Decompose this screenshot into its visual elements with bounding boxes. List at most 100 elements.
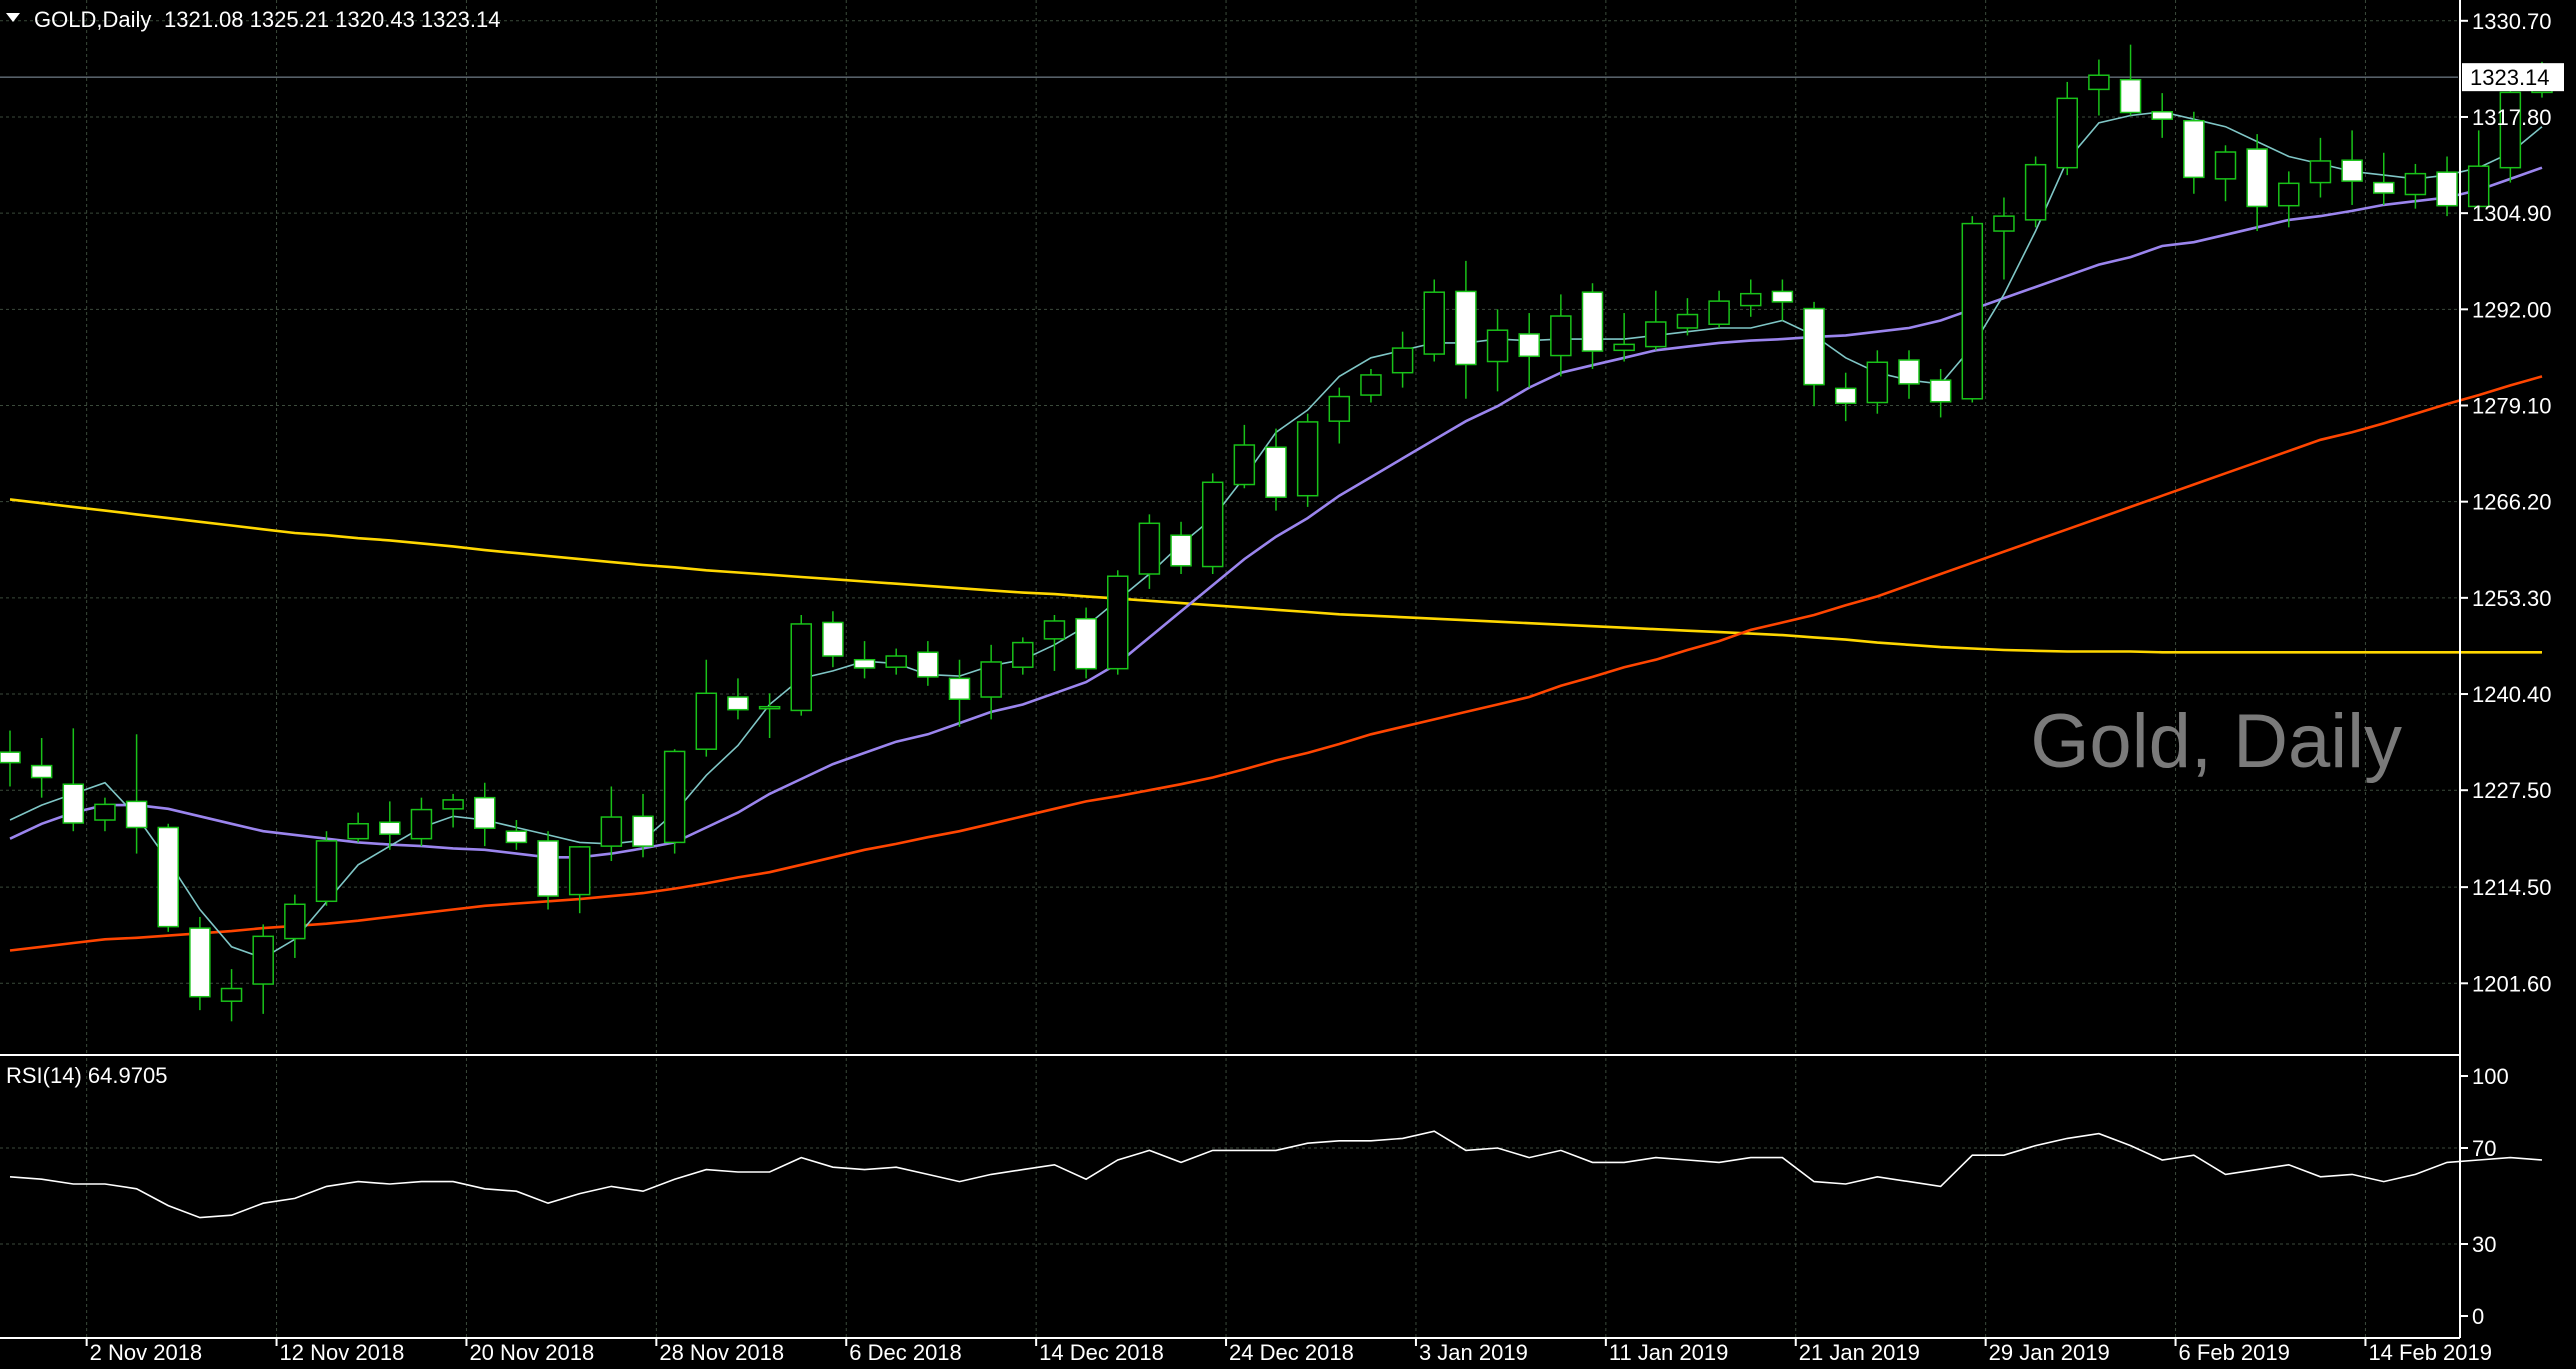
candle-body-bull (2056, 97, 2078, 169)
candle (1360, 368, 1382, 403)
candle-body-bear (1898, 359, 1920, 385)
candle-body-bear (948, 677, 971, 700)
candle-body-bear (1170, 534, 1192, 567)
candle (30, 738, 53, 798)
candle (2278, 171, 2300, 228)
candle (2214, 145, 2237, 202)
candle-body-bull (2404, 172, 2427, 196)
candle-body-bear (1771, 290, 1794, 303)
candle (315, 831, 338, 906)
candle-body-bear (379, 821, 401, 835)
candle-body-bear (537, 840, 559, 897)
candle (1043, 615, 1066, 671)
candle (663, 749, 686, 854)
candle (695, 659, 718, 757)
candle (568, 846, 591, 914)
candle-body-bear (1803, 307, 1825, 386)
candle (1613, 313, 1635, 362)
candle-body-bear (2341, 159, 2363, 182)
ma-medium-line (9, 166, 2543, 859)
candle (1075, 607, 1097, 679)
candle-body-bear (2373, 181, 2395, 194)
candle (853, 641, 876, 679)
candle (442, 793, 464, 828)
time-tick-label: 3 Jan 2019 (1419, 1340, 1528, 1365)
candle (822, 611, 844, 668)
current-price-label: 1323.14 (2470, 65, 2550, 90)
candle (2436, 156, 2458, 217)
time-tick-label: 12 Nov 2018 (280, 1340, 405, 1365)
candle-body-bear (189, 927, 211, 998)
candle (1898, 350, 1920, 399)
candle-body-bull (1043, 620, 1066, 640)
candle-body-bear (917, 651, 939, 678)
time-tick-label: 6 Feb 2019 (2179, 1340, 2290, 1365)
candle (600, 786, 623, 862)
candle-body-bear (1455, 290, 1477, 366)
price-tick-label: 1253.30 (2472, 586, 2552, 611)
candle (1834, 372, 1857, 422)
candle (1233, 424, 1256, 489)
candle (1455, 260, 1477, 399)
candle (410, 797, 433, 847)
price-tick-label: 1227.50 (2472, 778, 2552, 803)
price-tick-label: 1240.40 (2472, 682, 2552, 707)
candle-body-bull (1201, 481, 1224, 568)
candle-body-bear (2151, 111, 2173, 120)
candle-body-bull (1961, 222, 1984, 400)
candle (2467, 130, 2490, 217)
candle-body-bear (1581, 291, 1604, 352)
candle-body-bull (2214, 151, 2237, 180)
candle-body-bull (1613, 343, 1635, 352)
price-tick-label: 1317.80 (2472, 105, 2552, 130)
candle (1708, 290, 1730, 328)
collapse-triangle-icon[interactable] (6, 13, 20, 22)
candlesticks (0, 44, 2553, 1022)
candle-body-bull (1740, 292, 1762, 307)
ma-slow-line (9, 375, 2543, 952)
candle-body-bull (2024, 163, 2047, 221)
candle-body-bear (474, 796, 496, 829)
candle-body-bull (980, 661, 1002, 698)
candle (505, 820, 528, 850)
candle (1961, 216, 1984, 403)
candle (632, 793, 654, 858)
candle (2119, 44, 2142, 116)
candle-body-bull (1138, 522, 1161, 575)
candle (727, 678, 749, 720)
candle-body-bear (1075, 617, 1097, 670)
rsi-line (9, 1130, 2543, 1219)
candle-body-bull (2467, 165, 2490, 208)
candle-body-bull (252, 935, 274, 985)
candle-body-bull (1296, 421, 1319, 497)
candle (2151, 93, 2173, 138)
candle-body-bull (2309, 160, 2332, 184)
rsi-tick-label: 0 (2472, 1304, 2484, 1329)
candle-body-bull (410, 808, 433, 840)
time-tick-label: 14 Feb 2019 (2368, 1340, 2492, 1365)
candle (1929, 368, 1952, 418)
ohlc-readout: 1321.08 1325.21 1320.43 1323.14 (164, 7, 500, 32)
candle-body-bear (2246, 148, 2268, 208)
candle (252, 924, 274, 1014)
candle-body-bear (125, 800, 148, 829)
candle-body-bull (2278, 182, 2300, 207)
candle-body-bear (1518, 333, 1540, 358)
candle-body-bull (600, 816, 623, 847)
time-tick-label: 2 Nov 2018 (90, 1340, 203, 1365)
candle (2404, 163, 2427, 209)
candle-body-bear (1929, 379, 1952, 403)
candle-body-bull (695, 692, 718, 750)
candle-body-bull (1107, 575, 1129, 670)
candle (1423, 279, 1445, 362)
candle (1676, 298, 1699, 336)
candle (790, 615, 812, 716)
candle-body-bull (1328, 395, 1351, 422)
candle (1012, 637, 1034, 675)
candle (980, 644, 1002, 720)
price-tick-label: 1330.70 (2472, 9, 2552, 34)
candle (1993, 197, 2015, 280)
candle (347, 812, 369, 843)
candle-body-bull (284, 903, 306, 940)
